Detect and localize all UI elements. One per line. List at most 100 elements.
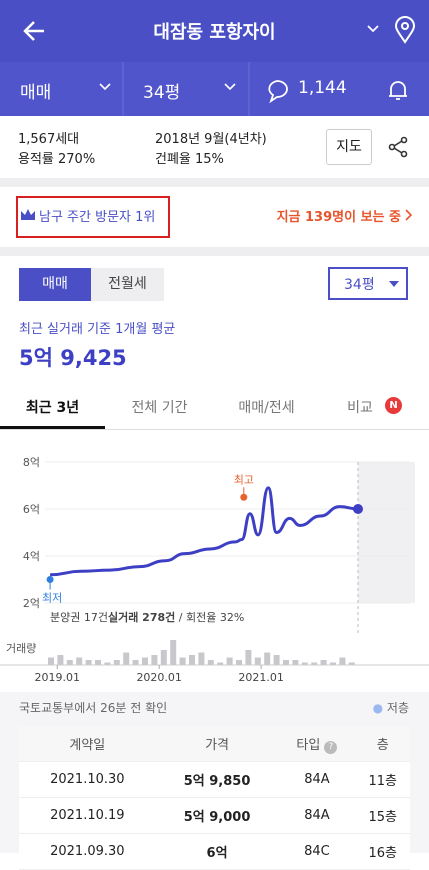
back[interactable]: [22, 18, 48, 44]
volume-bar: [66, 660, 73, 665]
highlight: [16, 196, 170, 238]
chevron[interactable]: [366, 24, 380, 34]
table: 계약일 가격 타입 ? 층 2021.10.30 5억 9,850 84A 11층 2021.1…: [19, 726, 410, 870]
bcr: 건폐율 15%: [155, 152, 224, 167]
crown: [21, 209, 35, 220]
volume-bar: [320, 660, 327, 665]
summary-part: 분양권 17건: [50, 611, 108, 624]
volume-bar: [57, 655, 64, 665]
y-tick-label: 8억: [23, 456, 40, 469]
cell: 15층: [355, 797, 410, 834]
volume-label: 거래량: [6, 642, 36, 655]
volume-bar: [311, 662, 318, 665]
map-button[interactable]: 지도: [326, 129, 372, 165]
volume-bar: [264, 652, 271, 665]
volume-bar: [76, 657, 83, 665]
volume-bar: [179, 657, 186, 665]
annotation-label: 최고: [234, 473, 254, 486]
underline: [0, 426, 105, 429]
arrow: [405, 209, 413, 221]
column-header: 계약일: [19, 726, 156, 762]
volume-bar: [273, 655, 280, 665]
cell: 84C: [278, 833, 356, 870]
cell: 2021.09.30: [19, 833, 156, 870]
location[interactable]: [394, 16, 416, 44]
separator: [0, 247, 429, 256]
summary-bold: 실거래 278건: [108, 610, 175, 624]
y-tick-label: 4억: [23, 550, 40, 563]
rank: 남구 주간 방문자 1위: [39, 210, 156, 225]
source: 국토교통부에서 26분 전 확인: [19, 701, 168, 715]
cell: 6억: [155, 833, 279, 870]
volume-bar: [226, 657, 233, 665]
row: 2021.10.30 5억 9,850 84A 11층: [19, 761, 410, 798]
row: 2021.10.19 5억 9,000 84A 15층: [19, 797, 410, 834]
badge: N: [385, 397, 402, 414]
volume-bar: [142, 657, 148, 665]
volume-bar: [189, 655, 195, 665]
volume-bar: [283, 660, 289, 665]
tab-selected[interactable]: 매매: [19, 268, 91, 301]
end-point: [353, 504, 364, 514]
trade[interactable]: 매매: [20, 83, 52, 103]
tab[interactable]: 비교: [347, 400, 373, 416]
x-tick-label: 2021.01: [238, 671, 284, 684]
filter-bar: 매매 34평 1,144: [0, 62, 429, 116]
volume-bar: [170, 640, 177, 665]
legend-low: ● 저층: [372, 701, 409, 715]
volume-bar: [330, 662, 336, 665]
tab[interactable]: 전체 기간: [131, 400, 188, 416]
comments[interactable]: 1,144: [298, 78, 347, 98]
x-tick-label: 2020.01: [136, 671, 182, 684]
volume-bar: [301, 662, 308, 665]
column-header: 층: [355, 726, 410, 762]
title: 대잠동 포항자이: [153, 22, 276, 43]
volume-bar: [132, 660, 139, 665]
volume-bar: [123, 652, 130, 665]
size-select[interactable]: 34평: [328, 267, 408, 300]
size[interactable]: 34평: [143, 83, 181, 103]
header: 대잠동 포항자이: [0, 0, 429, 62]
cell: 5억 9,000: [155, 797, 279, 834]
volume-bar: [254, 657, 261, 665]
volume-bar: [236, 660, 242, 665]
header-row: 계약일 가격 타입 ? 층: [19, 726, 410, 762]
cell: 84A: [278, 761, 356, 798]
volume-bar: [151, 655, 158, 665]
y-tick-label: 6억: [23, 503, 40, 516]
volume-bar: [348, 662, 355, 665]
cell: 5억 9,850: [155, 761, 279, 798]
row: 2021.09.30 6억 84C 16층: [19, 833, 410, 870]
volume-bar: [95, 660, 101, 665]
volume-bar: [207, 660, 214, 665]
tab-selected[interactable]: 최근 3년: [25, 400, 80, 416]
volume-bar: [245, 650, 252, 665]
column-header: 가격: [155, 726, 279, 762]
separator: [0, 178, 429, 187]
volume-bar: [292, 660, 299, 665]
price-line: [50, 486, 359, 577]
caret: [389, 281, 399, 287]
annotation-label: 최저: [42, 592, 62, 605]
help[interactable]: ?: [324, 740, 338, 754]
households: 1,567세대: [18, 132, 80, 147]
far: 용적률 270%: [18, 152, 96, 167]
viewers[interactable]: 지금 139명이 보는 중: [276, 210, 401, 225]
tab[interactable]: 전월세: [91, 268, 164, 301]
price: 5억 9,425: [19, 346, 127, 370]
table-wrap: 계약일 가격 타입 ? 층 2021.10.30 5억 9,850 84A 11층 2021.1…: [19, 726, 410, 870]
share[interactable]: [388, 136, 410, 158]
column-header: 타입 ?: [278, 726, 356, 762]
volume-bar: [113, 660, 120, 665]
future-band: [358, 462, 415, 603]
volume-bar: [48, 657, 54, 665]
cell: 2021.10.19: [19, 797, 156, 834]
y-tick-label: 2억: [23, 597, 40, 610]
volume-bar: [217, 662, 224, 665]
cell: 84A: [278, 797, 356, 834]
tab[interactable]: 매매/전세: [238, 400, 295, 416]
icons: [99, 62, 407, 116]
legend-label: 저층: [386, 701, 409, 715]
